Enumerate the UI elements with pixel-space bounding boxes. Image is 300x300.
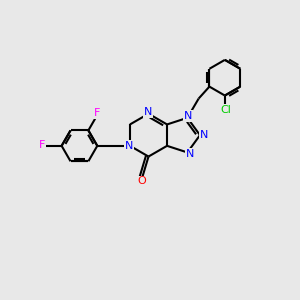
Text: Cl: Cl <box>220 105 232 115</box>
Text: F: F <box>38 140 45 150</box>
Text: F: F <box>94 108 100 118</box>
Text: N: N <box>200 130 208 140</box>
Text: O: O <box>137 176 146 187</box>
Text: N: N <box>186 149 194 159</box>
Text: N: N <box>125 141 133 151</box>
Text: N: N <box>184 111 192 121</box>
Text: N: N <box>143 107 152 117</box>
